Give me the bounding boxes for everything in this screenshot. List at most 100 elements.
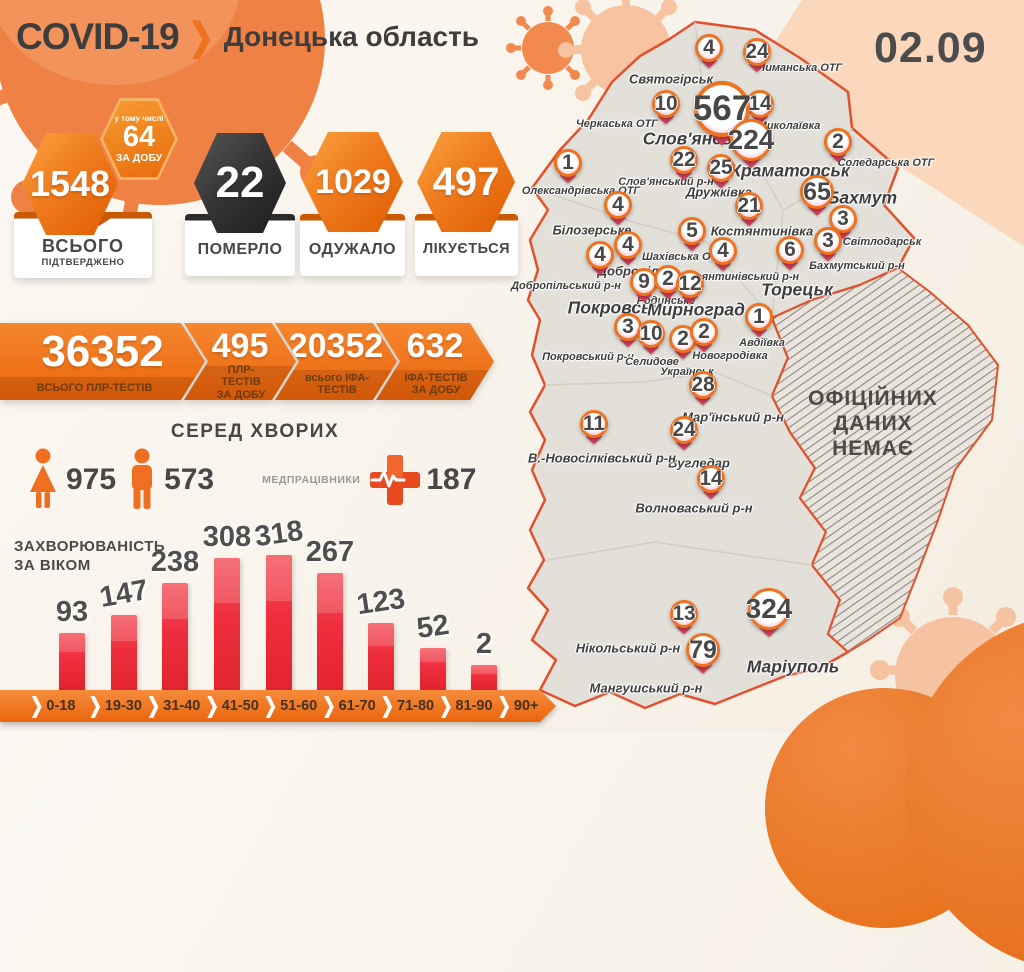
age-range-label: 61-70 xyxy=(338,698,376,714)
age-bar xyxy=(59,633,85,690)
age-bar xyxy=(471,665,497,690)
map-place-label: Бахмут xyxy=(826,187,898,208)
pin-circle: 21 xyxy=(735,192,763,220)
pin-circle: 2 xyxy=(824,128,852,156)
pin-count: 3 xyxy=(837,207,849,230)
pin-count: 1 xyxy=(562,151,574,174)
map-place-label: Шахівська ОТГ xyxy=(642,251,724,263)
map-marker-pin: 2 xyxy=(824,128,852,163)
map-marker-pin: 1 xyxy=(554,149,582,184)
pin-count: 224 xyxy=(727,124,775,155)
pin-count: 25 xyxy=(709,156,733,179)
pin-circle: 11 xyxy=(580,410,608,438)
pin-count: 14 xyxy=(748,92,772,115)
age-range-label: 31-40 xyxy=(163,698,201,714)
age-bar xyxy=(214,558,240,690)
test-label: ІФА-ТЕСТІВ ЗА ДОБУ xyxy=(376,370,494,400)
age-bar xyxy=(266,555,292,690)
male-icon xyxy=(132,448,153,509)
age-range-label: 41-50 xyxy=(221,698,259,714)
pin-count: 9 xyxy=(638,270,650,293)
pin-count: 4 xyxy=(594,243,606,266)
chevron-right-icon: ❯ xyxy=(380,695,395,718)
pin-circle: 1 xyxy=(745,303,773,331)
map-place-label: Мар'їнський р-н xyxy=(682,409,784,425)
age-bar-value: 123 xyxy=(354,582,408,622)
map-marker-pin: 65 xyxy=(800,175,834,216)
no-data-line: НЕМАЄ xyxy=(832,437,914,461)
pin-count: 1 xyxy=(753,305,765,328)
age-bar-value: 93 xyxy=(55,596,89,628)
age-axis-segment: ❯ 19-30 xyxy=(88,696,146,716)
pin-circle: 65 xyxy=(800,175,834,209)
pin-circle: 1 xyxy=(554,149,582,177)
map-marker-pin: 4 xyxy=(604,191,632,226)
pin-circle: 10 xyxy=(652,90,680,118)
recovered-label: ОДУЖАЛО xyxy=(308,241,397,258)
region-title: Донецька область xyxy=(223,21,480,52)
medics-label: МЕДПРАЦІВНИКИ xyxy=(262,474,361,486)
age-range-label: 71-80 xyxy=(397,698,435,714)
recovered-value: 1029 xyxy=(315,162,391,201)
chevron-right-icon: ❯ xyxy=(263,695,278,718)
badge-bottom-label: ЗА ДОБУ xyxy=(115,152,163,164)
badge-top-label: у тому числі xyxy=(114,114,164,123)
pin-count: 14 xyxy=(699,467,723,490)
pin-circle: 5 xyxy=(678,217,706,245)
map-marker-pin: 21 xyxy=(735,192,763,227)
map-place-label: Родинське xyxy=(636,295,696,307)
no-data-line: ДАНИХ xyxy=(833,412,913,436)
map-marker-pin: 4 xyxy=(695,34,723,69)
map-place-label: Лиманська ОТГ xyxy=(757,62,843,74)
map-place-label: Покровськ xyxy=(567,297,661,318)
test-label: ВСЬОГО ПЛР-ТЕСТІВ xyxy=(0,377,205,401)
map-place-label: Костянтинівський р-н xyxy=(672,271,800,283)
pin-circle: 22 xyxy=(670,146,698,174)
pin-count: 13 xyxy=(672,602,696,625)
test-segment: 36352 ВСЬОГО ПЛР-ТЕСТІВ xyxy=(0,323,205,400)
brand-title: COVID-19 xyxy=(16,16,180,57)
among-sick-title: СЕРЕД ХВОРИХ xyxy=(170,421,340,442)
map-place-label: В.-Новосілківський р-н xyxy=(528,450,676,466)
chevron-right-icon: ❯ xyxy=(439,695,453,718)
age-bars: 93 147 238 308 318 267 123 52 2 xyxy=(30,508,540,690)
pin-circle: 4 xyxy=(604,191,632,219)
map-place-label: Миколаївка xyxy=(757,120,821,132)
pin-count: 2 xyxy=(832,130,844,153)
map-marker-pin: 22 xyxy=(670,146,698,181)
report-date: 02.09 xyxy=(874,24,987,72)
age-bar xyxy=(420,648,446,690)
pin-count: 21 xyxy=(737,194,761,217)
age-bar xyxy=(162,583,188,690)
female-icon xyxy=(30,448,56,508)
age-axis-segment: ❯ 81-90 xyxy=(439,696,497,716)
chevron-right-icon: ❯ xyxy=(146,695,161,718)
pin-circle: 4 xyxy=(709,237,737,265)
map-marker-pin: 4 xyxy=(709,237,737,272)
map-marker-pin: 224 xyxy=(727,119,775,169)
map-place-label: Соледарська ОТГ xyxy=(837,157,935,169)
pin-count: 79 xyxy=(689,635,717,664)
chevron-right-icon: ❯ xyxy=(497,695,511,718)
map-place-label: Світлодарськ xyxy=(842,236,922,248)
pin-count: 4 xyxy=(717,239,729,262)
pin-count: 12 xyxy=(678,272,702,295)
pin-count: 4 xyxy=(703,36,715,59)
pin-count: 10 xyxy=(654,92,678,115)
pin-circle: 4 xyxy=(586,241,614,269)
confirmed-sublabel: ПІДТВЕРДЖЕНО xyxy=(41,257,125,268)
pin-circle: 10 xyxy=(637,320,665,348)
test-value: 36352 xyxy=(41,327,164,376)
map-place-label: Костянтинівка xyxy=(710,223,814,239)
treatment-hexagon: 497 xyxy=(417,132,515,232)
medical-cross-icon xyxy=(370,455,421,505)
age-axis-segment: ❯ 51-60 xyxy=(264,696,322,716)
map-marker-pin: 6 xyxy=(776,236,804,271)
map-place-label: Добропільський р-н xyxy=(511,280,621,292)
map-marker-pin: 28 xyxy=(689,371,717,406)
map-marker-pin: 10 xyxy=(652,90,680,125)
pin-count: 10 xyxy=(639,322,663,345)
map-place-label: Нікольський р-н xyxy=(575,640,681,656)
map-place-label: Мирноград xyxy=(647,299,745,320)
map-marker-pin: 14 xyxy=(697,465,725,500)
